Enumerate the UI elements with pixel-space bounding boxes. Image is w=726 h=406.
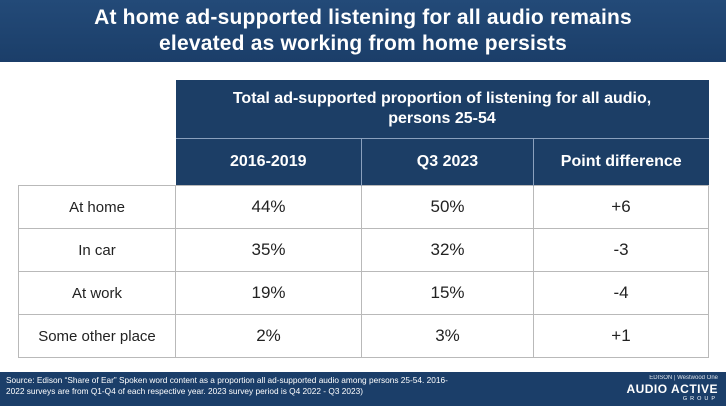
empty-corner-cell xyxy=(18,80,176,139)
empty-corner-cell xyxy=(18,138,176,186)
table-cell: 19% xyxy=(175,271,362,315)
row-label: At home xyxy=(18,185,176,229)
data-table-container: Total ad-supported proportion of listeni… xyxy=(18,80,709,358)
table-title-line-2: persons 25-54 xyxy=(388,110,496,127)
audio-active-group-logo: EDISON | Westwood One AUDIO ACTIVE GROUP xyxy=(598,374,718,404)
table-cell: 44% xyxy=(175,185,362,229)
logo-sub: GROUP xyxy=(682,396,718,402)
logo-brand: AUDIO ACTIVE xyxy=(626,382,718,396)
table-cell: 50% xyxy=(361,185,534,229)
table-cell: 32% xyxy=(361,228,534,272)
table-cell: 15% xyxy=(361,271,534,315)
table-title-line-1: Total ad-supported proportion of listeni… xyxy=(232,90,652,107)
table-row: At home 44% 50% +6 xyxy=(18,185,709,229)
table-cell: 3% xyxy=(361,314,534,358)
table-row: In car 35% 32% -3 xyxy=(18,228,709,272)
table-cell: 35% xyxy=(175,228,362,272)
column-header-q3-2023: Q3 2023 xyxy=(361,138,534,186)
table-cell: -3 xyxy=(533,228,709,272)
row-label: In car xyxy=(18,228,176,272)
table-title: Total ad-supported proportion of listeni… xyxy=(175,80,709,139)
column-header-point-difference: Point difference xyxy=(533,138,709,186)
source-note: Source: Edison “Share of Ear” Spoken wor… xyxy=(6,375,566,397)
table-cell: +6 xyxy=(533,185,709,229)
page-title-line-1: At home ad-supported listening for all a… xyxy=(94,6,632,29)
table-cell: +1 xyxy=(533,314,709,358)
row-label: At work xyxy=(18,271,176,315)
logo-partners: EDISON | Westwood One xyxy=(649,375,718,381)
table-row: At work 19% 15% -4 xyxy=(18,271,709,315)
footer-bar: Source: Edison “Share of Ear” Spoken wor… xyxy=(0,372,726,406)
source-line-2: 2022 surveys are from Q1-Q4 of each resp… xyxy=(6,386,363,396)
table-cell: -4 xyxy=(533,271,709,315)
page-title-line-2: elevated as working from home persists xyxy=(159,32,567,55)
title-banner: At home ad-supported listening for all a… xyxy=(0,0,726,62)
listening-table: Total ad-supported proportion of listeni… xyxy=(18,80,709,358)
column-header-2016-2019: 2016-2019 xyxy=(175,138,362,186)
row-label: Some other place xyxy=(18,314,176,358)
source-line-1: Source: Edison “Share of Ear” Spoken wor… xyxy=(6,375,448,385)
table-row: Some other place 2% 3% +1 xyxy=(18,314,709,358)
table-title-row: Total ad-supported proportion of listeni… xyxy=(18,80,709,139)
column-header-row: 2016-2019 Q3 2023 Point difference xyxy=(18,138,709,186)
table-cell: 2% xyxy=(175,314,362,358)
